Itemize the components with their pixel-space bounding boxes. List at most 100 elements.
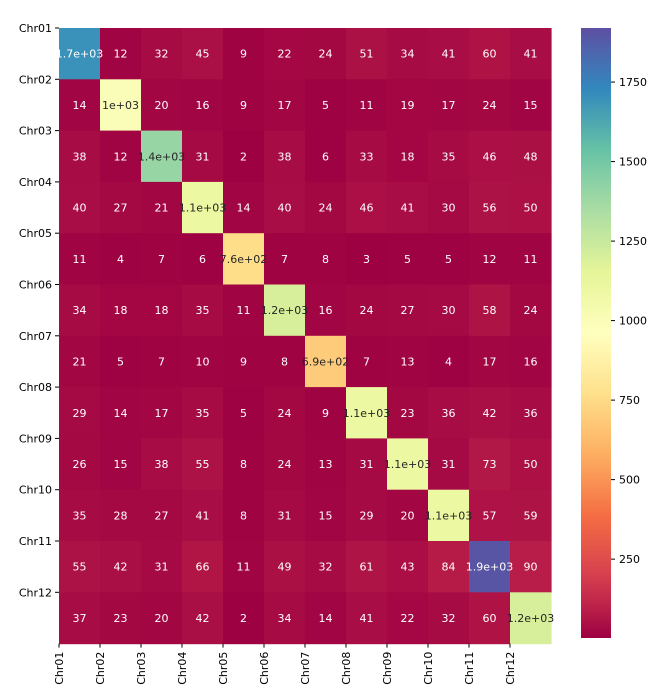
cell-value-label: 11 [360,99,374,112]
colorbar-gradient [581,28,611,638]
cell-value-label: 22 [278,48,292,61]
cell-value-label: 29 [360,509,374,522]
cell-value-label: 41 [401,202,415,215]
heatmap-cell [346,438,388,491]
heatmap-cell [387,284,429,337]
cell-value-label: 32 [442,612,456,625]
heatmap-cell [305,284,347,337]
cell-value-label: 48 [524,150,538,163]
cell-value-label: 15 [114,458,128,471]
cell-value-label: 20 [155,612,169,625]
cell-value-label: 18 [401,150,415,163]
heatmap-cell [305,79,347,132]
heatmap-cell [59,387,101,439]
cell-value-label: 1.7e+03 [56,48,103,61]
row-tick-label: Chr03 [19,125,52,138]
cell-value-label: 4 [445,355,452,368]
heatmap-cell [510,181,552,234]
heatmap-cell [469,438,511,491]
cell-value-label: 12 [114,48,128,61]
heatmap-cell [387,387,429,439]
cell-value-label: 19 [401,99,415,112]
heatmap-cell [428,233,470,286]
cell-value-label: 59 [524,509,538,522]
cell-value-label: 32 [319,561,333,574]
heatmap-cell [264,130,306,183]
heatmap-cell [510,79,552,132]
heatmap-cell [100,541,142,593]
cell-value-label: 41 [442,48,456,61]
heatmap-cell [305,489,347,542]
cell-value-label: 9 [240,48,247,61]
cell-value-label: 22 [401,612,415,625]
cell-value-label: 6 [322,150,329,163]
cell-value-label: 26 [73,458,87,471]
heatmap-cell [100,181,142,234]
cell-value-label: 9 [322,407,329,420]
cell-value-label: 31 [155,561,169,574]
heatmap-cell [510,233,552,286]
colorbar-tick-label: 1500 [619,156,647,169]
heatmap-cell [264,489,306,542]
cell-value-label: 13 [319,458,333,471]
column-tick-label: Chr10 [422,652,435,685]
cell-value-label: 3 [363,253,370,266]
colorbar-tick-label: 1000 [619,315,647,328]
cell-value-label: 31 [196,150,210,163]
cell-value-label: 31 [360,458,374,471]
cell-value-label: 24 [483,99,497,112]
cell-value-label: 5 [117,355,124,368]
heatmap-cell [141,335,183,388]
heatmap-cell [264,28,306,80]
heatmap-cell [510,541,552,593]
column-tick-label: Chr02 [94,652,107,685]
column-tick-label: Chr06 [258,652,271,685]
heatmap-cell [223,28,265,80]
cell-value-label: 7 [158,355,165,368]
cell-value-label: 8 [281,355,288,368]
cell-value-label: 29 [73,407,87,420]
cell-value-label: 50 [524,202,538,215]
column-tick-label: Chr03 [135,652,148,685]
cell-value-label: 6 [199,253,206,266]
cell-value-label: 11 [73,253,87,266]
cell-value-label: 21 [73,355,87,368]
heatmap-cell [59,541,101,593]
cell-value-label: 30 [442,304,456,317]
heatmap-cell [387,181,429,234]
heatmap-cell [510,284,552,337]
heatmap-cell [264,541,306,593]
heatmap-cell [346,284,388,337]
cell-value-label: 24 [524,304,538,317]
cell-value-label: 40 [278,202,292,215]
heatmap-cell [141,541,183,593]
cell-value-label: 8 [322,253,329,266]
cell-value-label: 73 [483,458,497,471]
cell-value-label: 20 [155,99,169,112]
heatmap-cell [346,541,388,593]
cell-value-label: 7 [363,355,370,368]
colorbar: 250 500 750 1000 1250 1500 1750 [581,28,647,638]
cell-value-label: 42 [114,561,128,574]
cell-value-label: 27 [114,202,128,215]
cell-value-label: 24 [319,48,333,61]
heatmap-cell [141,130,183,183]
cell-value-label: 7.6e+02 [220,253,267,266]
heatmap-cell [264,387,306,439]
heatmap-cell [223,335,265,388]
cell-value-label: 41 [360,612,374,625]
cell-value-label: 35 [73,509,87,522]
cell-value-label: 23 [114,612,128,625]
cell-value-label: 16 [319,304,333,317]
heatmap-cell [141,438,183,491]
heatmap-cell [346,335,388,388]
heatmap-cell [346,233,388,286]
cell-value-label: 90 [524,561,538,574]
heatmap-cell [223,387,265,439]
heatmap-cell [141,592,183,645]
cell-value-label: 40 [73,202,87,215]
cell-value-label: 35 [196,407,210,420]
heatmap-cell [223,284,265,337]
heatmap-cell [141,489,183,542]
